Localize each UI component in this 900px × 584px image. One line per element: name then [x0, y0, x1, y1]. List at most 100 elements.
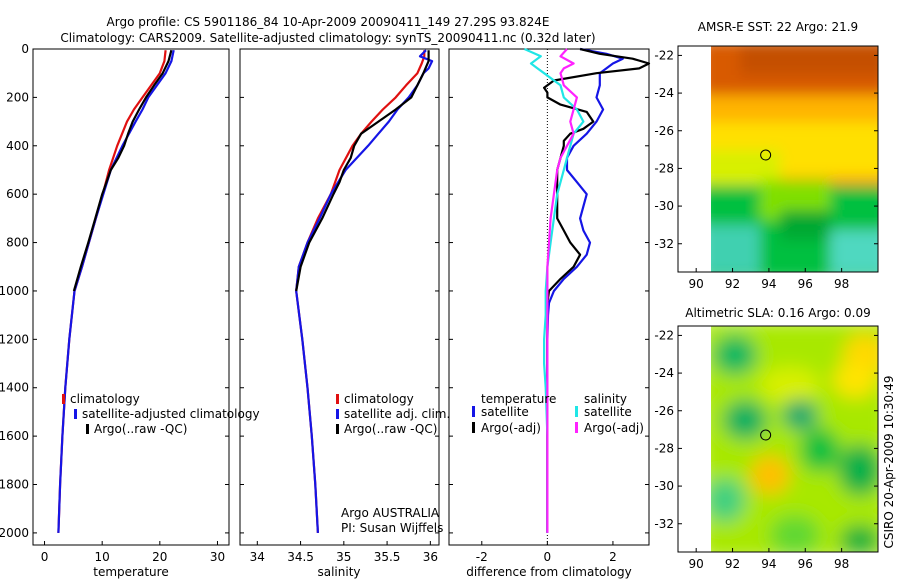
annotation-argo-australia: Argo AUSTRALIA [341, 506, 440, 520]
temperature-series-satellite-adjusted-climatology [57, 49, 175, 533]
sst-map-xtick-label: 96 [798, 277, 813, 291]
difference-xlabel: difference from climatology [466, 565, 632, 579]
sst-map-axes-frame [677, 45, 879, 273]
sla-map-axes-frame [677, 325, 879, 553]
salinity-xtick-label: 35.5 [374, 550, 401, 564]
sla-map-field [711, 326, 878, 552]
sla-argo-location-marker [760, 429, 772, 441]
sla-map-ytick-label: -26 [654, 404, 674, 418]
sst-map-ytick-label: -28 [654, 161, 674, 175]
sla-map-xtick-label: 96 [798, 557, 813, 571]
sst-map-xtick-label: 94 [761, 277, 776, 291]
difference-legend: temperature satellite Argo(-adj) salinit… [472, 392, 644, 435]
salinity-series-satellite-adj-clim [295, 49, 434, 533]
salinity-axes-frame [239, 48, 440, 546]
depth-tick-label: 600 [6, 187, 29, 201]
depth-tick-label: 2000 [0, 526, 29, 540]
depth-tick-label: 1600 [0, 429, 29, 443]
sst-map-ytick-label: -26 [654, 124, 674, 138]
legend-swatch-sal-satellite [575, 406, 578, 417]
temperature-xtick-label: 0 [41, 550, 49, 564]
sst-map-field [711, 46, 878, 272]
figure-title-line2: Climatology: CARS2009. Satellite-adjuste… [60, 31, 595, 45]
sla-map-title: Altimetric SLA: 0.16 Argo: 0.09 [685, 306, 870, 320]
sla-map-ytick-label: -28 [654, 441, 674, 455]
depth-tick-label: 400 [6, 139, 29, 153]
difference-xtick-label: 0 [544, 550, 552, 564]
salinity-xtick-label: 35 [336, 550, 351, 564]
depth-tick-label: 200 [6, 90, 29, 104]
salinity-xtick-label: 36 [423, 550, 438, 564]
temperature-xlabel: temperature [93, 565, 168, 579]
depth-tick-label: 1000 [0, 284, 29, 298]
legend-label-satellite-adjusted: satellite-adjusted climatology [82, 407, 260, 421]
legend-label-climatology: climatology [344, 392, 414, 406]
sst-map-ytick-label: -32 [654, 237, 674, 251]
depth-tick-label: 1200 [0, 332, 29, 346]
legend-swatch-argo [86, 424, 89, 434]
legend-label-temp-satellite: satellite [481, 405, 529, 419]
difference-xtick-label: 2 [609, 550, 617, 564]
sst-map-title: AMSR-E SST: 22 Argo: 21.9 [698, 20, 858, 34]
sla-map-xtick-label: 90 [689, 557, 704, 571]
sst-argo-location-marker [760, 149, 772, 161]
difference-series-salinity-satellite [523, 47, 585, 533]
sst-map-ytick-label: -22 [654, 48, 674, 62]
salinity-series-argo-raw-qc [295, 50, 430, 292]
series-layer [57, 47, 651, 533]
salinity-xtick-label: 34 [250, 550, 265, 564]
sst-map-xtick-label: 92 [725, 277, 740, 291]
legend-swatch-temp-argo [472, 422, 475, 433]
legend-swatch-climatology [336, 394, 339, 404]
legend-swatch-argo [336, 424, 339, 434]
legend-label-climatology: climatology [70, 392, 140, 406]
side-credit-text: CSIRO 20-Apr-2009 10:30:49 [882, 375, 896, 548]
sla-map-ytick-label: -30 [654, 479, 674, 493]
sla-map-ytick-label: -22 [654, 328, 674, 342]
difference-xtick-label: -2 [476, 550, 488, 564]
temperature-legend: climatology satellite-adjusted climatolo… [62, 392, 260, 436]
sst-map-xtick-label: 98 [834, 277, 849, 291]
legend-label-sal-argo: Argo(-adj) [584, 421, 644, 435]
sst-map-ytick-label: -24 [654, 86, 674, 100]
sla-map-xtick-label: 92 [725, 557, 740, 571]
sst-map-xtick-label: 90 [689, 277, 704, 291]
legend-swatch-satellite-adj [336, 409, 339, 419]
legend-label-argo: Argo(..raw -QC) [94, 422, 187, 436]
salinity-series-climatology [295, 50, 426, 533]
temperature-xtick-label: 10 [95, 550, 110, 564]
depth-tick-label: 800 [6, 236, 29, 250]
legend-group-salinity: salinity [584, 392, 627, 406]
difference-series-temperature-satellite [546, 47, 624, 533]
salinity-legend: climatology satellite adj. clim. Argo(..… [336, 392, 450, 436]
legend-swatch-sal-argo [575, 422, 578, 433]
sla-map-ytick-label: -24 [654, 366, 674, 380]
temperature-series-argo-raw-qc [72, 49, 173, 292]
axes-layer: 0 10 20 30020040060080010001200140016001800… [0, 42, 878, 571]
figure-title-line1: Argo profile: CS 5901186_84 10-Apr-2009 … [107, 15, 550, 29]
temperature-xtick-label: 20 [152, 550, 167, 564]
legend-swatch-temp-satellite [472, 406, 475, 417]
sst-map-ytick-label: -30 [654, 199, 674, 213]
depth-tick-label: 1800 [0, 478, 29, 492]
legend-swatch-satellite-adjusted [74, 409, 77, 419]
temperature-xtick-label: 30 [210, 550, 225, 564]
legend-label-temp-argo: Argo(-adj) [481, 421, 541, 435]
legend-swatch-climatology [62, 394, 65, 404]
depth-tick-label: 0 [21, 42, 29, 56]
sla-map-ytick-label: -32 [654, 517, 674, 531]
sla-map-xtick-label: 98 [834, 557, 849, 571]
legend-label-sal-satellite: satellite [584, 405, 632, 419]
salinity-xtick-label: 34.5 [287, 550, 314, 564]
difference-axes-frame [448, 48, 650, 546]
legend-label-argo: Argo(..raw -QC) [344, 422, 437, 436]
sla-map-xtick-label: 94 [761, 557, 776, 571]
legend-label-satellite-adj: satellite adj. clim. [344, 407, 450, 421]
difference-series-salinity-argo-adj [546, 48, 579, 533]
annotation-pi: PI: Susan Wijffels [341, 521, 443, 535]
legend-group-temperature: temperature [481, 392, 556, 406]
temperature-axes-frame [32, 48, 230, 546]
salinity-xlabel: salinity [317, 565, 360, 579]
depth-tick-label: 1400 [0, 381, 29, 395]
